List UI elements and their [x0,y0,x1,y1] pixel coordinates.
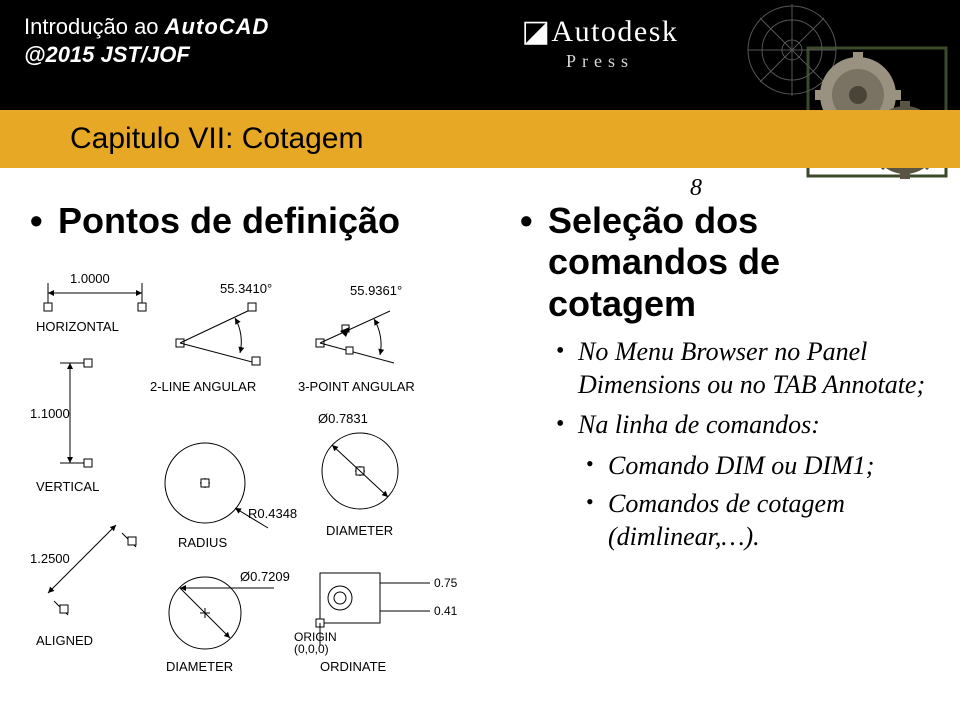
autodesk-icon: ◪ [522,15,552,48]
vertical-value: 1.1000 [30,406,70,421]
dimension-diagram: 1.0000 HORIZONTAL 1.1000 VERTICAL [30,253,470,683]
angle3-label: 3-POINT ANGULAR [298,379,415,394]
diameter-value: Ø0.7831 [318,411,368,426]
autodesk-logo-box: ◪Autodesk Press [465,10,735,84]
diameter-label: DIAMETER [326,523,393,538]
left-heading: Pontos de definição [30,200,500,241]
right-column: Seleção dos comandos de cotagem No Menu … [500,200,930,700]
autodesk-press-label: Press [465,51,735,72]
right-item-2b: Comandos de cotagem (dimlinear,…). [520,488,930,553]
right-item-1: No Menu Browser no Panel Dimensions ou n… [520,336,930,401]
ordinate-label: ORDINATE [320,659,387,674]
radius-value: R0.4348 [248,506,297,521]
intro-label: Introdução ao [24,14,159,39]
chapter-bar: Capitulo VII: Cotagem [0,110,960,168]
angle3-value: 55.9361° [350,283,402,298]
origin-coords: (0,0,0) [294,642,329,656]
left-column: Pontos de definição [30,200,500,700]
diameter2-label: DIAMETER [166,659,233,674]
ordinate-y: 0.41 [434,604,458,618]
ordinate-x: 0.75 [434,576,458,590]
right-item-2a: Comando DIM ou DIM1; [520,450,930,483]
horizontal-label: HORIZONTAL [36,319,119,334]
right-heading: Seleção dos comandos de cotagem [520,200,930,324]
angle2-value: 55.3410° [220,281,272,296]
right-item-2: Na linha de comandos: [520,409,930,442]
content-area: Pontos de definição [30,200,930,700]
autodesk-wordmark: ◪Autodesk [465,14,735,49]
horizontal-value: 1.0000 [70,271,110,286]
aligned-label: ALIGNED [36,633,93,648]
radius-label: RADIUS [178,535,227,550]
intro-brand: AutoCAD [165,14,270,39]
vertical-label: VERTICAL [36,479,99,494]
chapter-title: Capitulo VII: Cotagem [70,122,363,156]
aligned-value: 1.2500 [30,551,70,566]
diameter2-value: Ø0.7209 [240,569,290,584]
angle2-label: 2-LINE ANGULAR [150,379,256,394]
slide-number: 8 [690,175,702,202]
